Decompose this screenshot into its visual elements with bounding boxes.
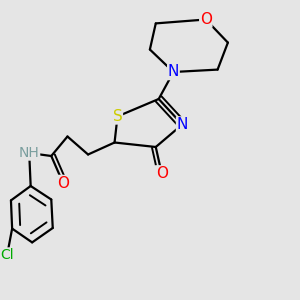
Text: N: N [168,64,179,80]
Text: Cl: Cl [0,248,14,262]
Text: O: O [156,166,168,181]
Text: O: O [200,12,212,27]
Text: O: O [57,176,69,190]
Text: S: S [112,109,122,124]
Text: N: N [177,117,188,132]
Text: NH: NH [19,146,40,160]
